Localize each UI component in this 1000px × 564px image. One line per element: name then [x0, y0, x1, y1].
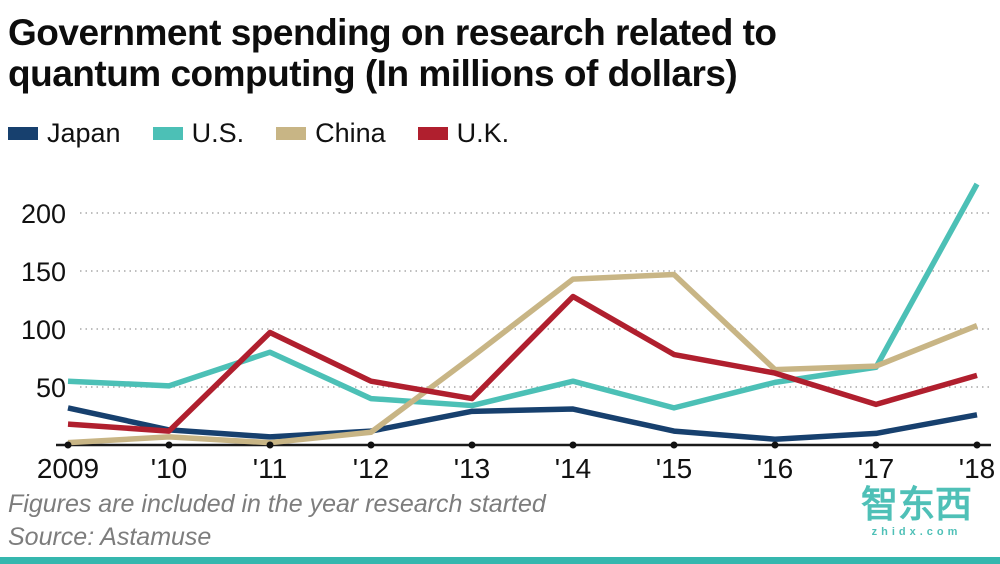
- legend-item-china: China: [276, 118, 386, 149]
- x-tick-label-18: '18: [959, 453, 996, 484]
- legend-item-us: U.S.: [152, 118, 245, 149]
- x-tick-dot-16: [771, 441, 779, 449]
- x-tick-label-12: '12: [353, 453, 390, 484]
- y-tick-label-150: 150: [21, 257, 66, 287]
- legend-label-japan: Japan: [47, 118, 121, 148]
- chart-title-line-2: quantum computing (In millions of dollar…: [8, 53, 738, 94]
- series-line-china: [67, 271, 979, 446]
- legend-item-japan: Japan: [8, 118, 121, 149]
- chart-source: Source: Astamuse: [8, 523, 212, 551]
- y-tick-label-50: 50: [36, 373, 66, 403]
- legend-swatch-us: [152, 127, 183, 140]
- x-tick-dot-15: [670, 441, 678, 449]
- x-tick-dot-13: [468, 441, 476, 449]
- line-chart: 50 100 150 200 2009 '10 '11 '12 '13 '14 '15 '16 '17 '…: [21, 182, 996, 484]
- x-tick-label-17: '17: [858, 453, 895, 484]
- x-tick-label-14: '14: [555, 453, 592, 484]
- watermark-logo: 智东西 zhidx.com: [861, 486, 972, 538]
- x-tick-dot-10: [165, 441, 173, 449]
- x-tick-dot-11: [266, 441, 274, 449]
- x-tick-dot-18: [973, 441, 981, 449]
- x-tick-dot-17: [872, 441, 880, 449]
- x-tick-dot-14: [569, 441, 577, 449]
- chart-title-line-1: Government spending on research related …: [8, 12, 777, 53]
- legend-swatch-china: [276, 127, 307, 140]
- chart-title: Government spending on research related …: [8, 12, 777, 94]
- bottom-accent-bar: [0, 557, 1000, 564]
- series-line-japan: [67, 405, 978, 442]
- x-tick-label-16: '16: [757, 453, 794, 484]
- legend-swatch-uk: [417, 127, 448, 140]
- y-tick-label-100: 100: [21, 315, 66, 345]
- y-tick-label-200: 200: [21, 199, 66, 229]
- x-tick-label-13: '13: [454, 453, 491, 484]
- x-tick-label-10: '10: [151, 453, 188, 484]
- x-tick-label-15: '15: [656, 453, 693, 484]
- legend-label-uk: U.K.: [456, 118, 510, 148]
- legend-item-uk: U.K.: [417, 118, 510, 149]
- watermark-name: 智东西: [861, 484, 972, 525]
- series-line-us: [67, 182, 980, 411]
- legend-swatch-japan: [8, 127, 38, 140]
- chart-footnote: Figures are included in the year researc…: [8, 490, 546, 518]
- x-tick-dot-2009: [64, 441, 72, 449]
- legend: Japan U.S. China U.K.: [8, 118, 509, 149]
- x-tick-label-2009: 2009: [37, 453, 99, 484]
- x-tick-label-11: '11: [253, 453, 287, 484]
- x-tick-dot-12: [367, 441, 375, 449]
- watermark-domain: zhidx.com: [871, 526, 962, 538]
- legend-label-china: China: [315, 118, 386, 148]
- legend-label-us: U.S.: [191, 118, 245, 148]
- series-line-uk: [67, 293, 978, 434]
